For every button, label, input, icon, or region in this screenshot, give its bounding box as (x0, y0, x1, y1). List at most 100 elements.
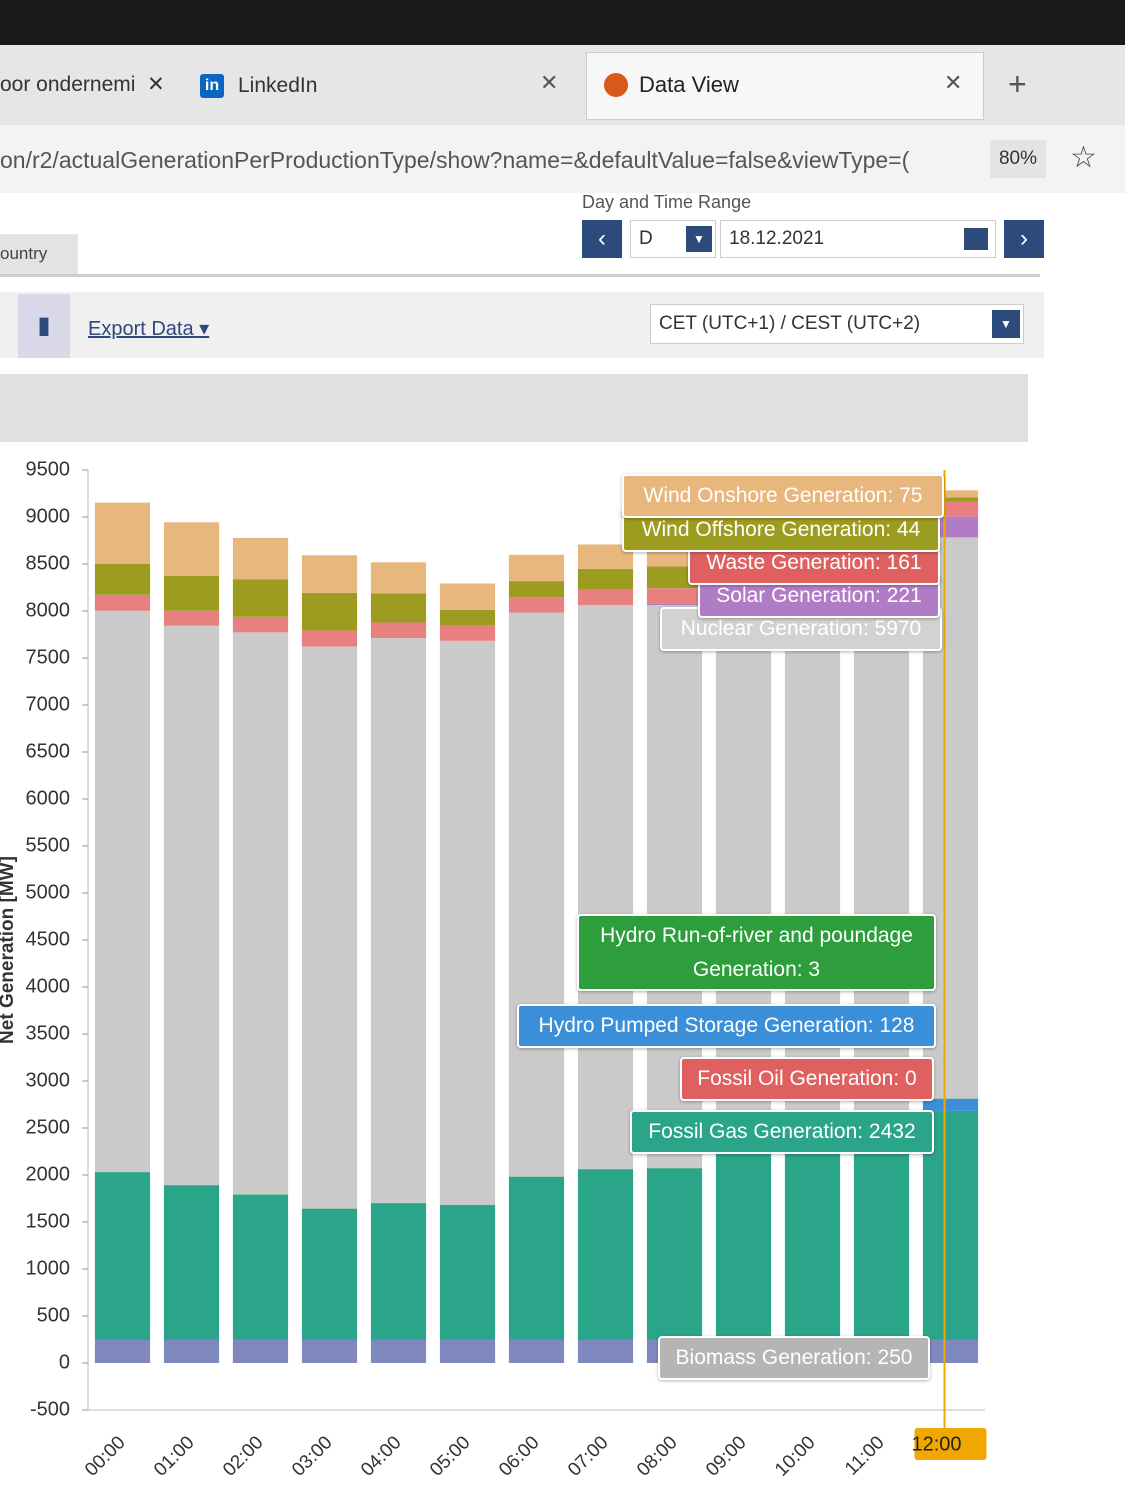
bar-segment (163, 1339, 220, 1363)
bar-segment (163, 575, 220, 611)
bar-segment (439, 1339, 496, 1363)
bar-segment (577, 568, 634, 590)
bar-segment (301, 555, 358, 593)
new-tab[interactable]: + (1008, 66, 1027, 102)
bar-segment (646, 603, 703, 606)
y-tick-label: 1000 (26, 1257, 71, 1279)
bar-segment (439, 609, 496, 626)
tooltip: Fossil Gas Generation: 2432 (630, 1110, 934, 1154)
bar-segment (370, 562, 427, 594)
bar-segment (301, 646, 358, 1209)
next-button[interactable]: › (1004, 220, 1044, 258)
favorite-star[interactable]: ☆ (1070, 141, 1097, 174)
bar-segment (922, 1098, 979, 1111)
y-tick-label: 7000 (26, 693, 71, 715)
x-tick-label: 04:00 (357, 1432, 405, 1480)
calendar-icon[interactable] (964, 228, 988, 250)
x-tick-label: 11:00 (841, 1432, 888, 1479)
divider (0, 274, 1040, 277)
bar-segment (439, 625, 496, 641)
y-tick-label: 5000 (26, 881, 71, 903)
x-tick-label: 07:00 (564, 1432, 612, 1480)
tooltip: Hydro Run-of-river and poundage Generati… (577, 914, 936, 992)
bar-segment (646, 588, 703, 604)
country-tab[interactable]: ountry (0, 234, 78, 274)
tab[interactable]: oor ondernemi ✕ (0, 73, 165, 96)
bar-segment (301, 1208, 358, 1340)
tab-title: oor ondernemi (0, 73, 136, 96)
tooltip: Hydro Pumped Storage Generation: 128 (517, 1004, 936, 1048)
bar-segment (439, 1205, 496, 1340)
bar-segment (370, 1339, 427, 1363)
bar-segment (508, 1176, 565, 1340)
y-tick-label: 5500 (26, 834, 71, 856)
bar-segment (163, 610, 220, 626)
bar-segment (370, 637, 427, 1203)
y-tick-label: 6000 (26, 787, 71, 809)
dropdown-arrow[interactable]: ▼ (686, 226, 712, 252)
chart-view-button[interactable]: ▮ (18, 294, 70, 358)
bar-segment (94, 1339, 151, 1363)
export-data[interactable]: Export Data ▾ (88, 318, 210, 340)
bar-segment (784, 1141, 841, 1340)
bar-segment (508, 554, 565, 582)
x-tick-label: 06:00 (495, 1432, 543, 1480)
tab-close[interactable]: ✕ (944, 70, 963, 95)
x-tick-label: 09:00 (702, 1432, 750, 1480)
y-tick-label: 3000 (26, 1069, 71, 1091)
dropdown-arrow[interactable]: ▼ (992, 310, 1020, 338)
bar-segment (94, 502, 151, 564)
bar-segment (370, 593, 427, 623)
timezone-select[interactable]: CET (UTC+1) / CEST (UTC+2) (650, 304, 1024, 344)
bar-segment (922, 490, 979, 498)
tab-close[interactable]: ✕ (540, 70, 559, 95)
prev-button[interactable]: ‹ (582, 220, 622, 258)
bar-segment (232, 1194, 289, 1340)
bar-segment (577, 605, 634, 1170)
y-tick-label: 1500 (26, 1210, 71, 1232)
address-bar (0, 125, 1125, 193)
bar-segment (853, 1142, 910, 1340)
x-tick-label: 00:00 (81, 1432, 129, 1480)
y-tick-label: 6500 (26, 740, 71, 762)
range-label: Day and Time Range (582, 192, 752, 212)
bar-segment (853, 580, 910, 1142)
highlight-label-box (914, 1428, 987, 1460)
bar-segment (232, 579, 289, 617)
bar-segment (163, 625, 220, 1186)
tab-title: Data View (639, 72, 739, 97)
url[interactable]: on/r2/actualGenerationPerProductionType/… (0, 147, 910, 173)
bar-segment (370, 1203, 427, 1340)
x-tick-label: 08:00 (633, 1432, 681, 1480)
y-tick-label: 9000 (26, 505, 71, 527)
bar-segment (301, 1339, 358, 1363)
bar-segment (94, 610, 151, 1172)
bar-segment (715, 588, 772, 1151)
y-tick-label: 8000 (26, 599, 71, 621)
date-input[interactable]: 18.12.2021 (720, 220, 996, 258)
active-tab[interactable] (586, 52, 984, 120)
zoom[interactable]: 80% (990, 140, 1046, 178)
bar-segment (922, 1339, 979, 1363)
tab-title[interactable]: LinkedIn (238, 74, 318, 97)
bar-segment (646, 1168, 703, 1340)
y-axis-title: Net Generation [MW] (0, 856, 18, 1044)
y-tick-label: 8500 (26, 552, 71, 574)
x-tick-label: 05:00 (426, 1432, 474, 1480)
bar-segment (439, 583, 496, 610)
bar-segment (163, 1185, 220, 1340)
bar-segment (301, 630, 358, 647)
bar-segment (508, 612, 565, 1177)
y-tick-label: 4500 (26, 928, 71, 950)
bar-segment (715, 1150, 772, 1340)
bar-segment (94, 594, 151, 611)
legend-area (0, 374, 1028, 442)
bar-segment (508, 581, 565, 598)
period-select[interactable]: D (630, 220, 716, 258)
bar-segment (94, 563, 151, 595)
tooltip: Biomass Generation: 250 (658, 1336, 930, 1380)
bar-segment (508, 1339, 565, 1363)
x-tick-label: 12:00 (911, 1433, 961, 1455)
y-tick-label: 2500 (26, 1116, 71, 1138)
tooltip: Wind Onshore Generation: 75 (622, 474, 944, 518)
